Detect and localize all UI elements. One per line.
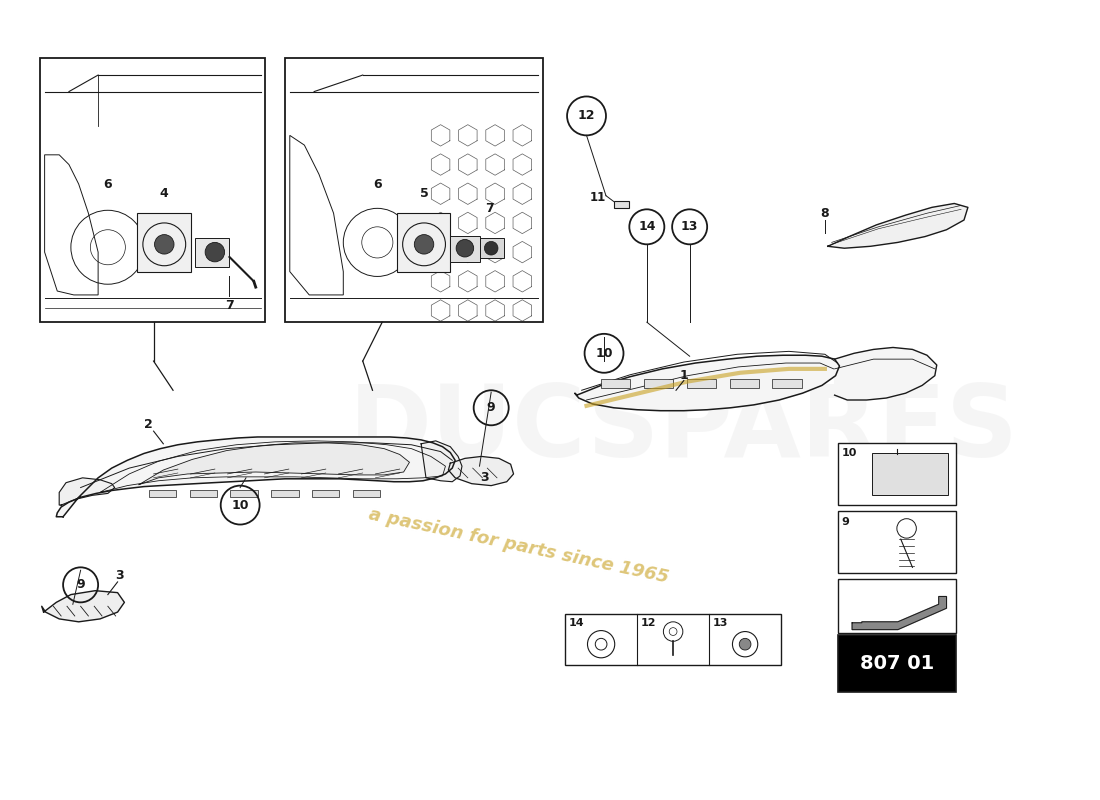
Circle shape bbox=[205, 242, 224, 262]
Bar bbox=[565, 614, 781, 665]
Text: 12: 12 bbox=[578, 110, 595, 122]
Bar bbox=[196, 238, 230, 266]
Text: 7: 7 bbox=[226, 299, 234, 312]
Text: 6: 6 bbox=[373, 178, 382, 190]
Text: 7: 7 bbox=[485, 202, 494, 215]
Text: a passion for parts since 1965: a passion for parts since 1965 bbox=[366, 506, 670, 586]
Bar bbox=[772, 378, 802, 388]
Bar bbox=[148, 490, 176, 498]
Polygon shape bbox=[449, 457, 514, 486]
Text: 2: 2 bbox=[144, 418, 153, 431]
Circle shape bbox=[739, 638, 751, 650]
Bar bbox=[353, 490, 381, 498]
Text: 1: 1 bbox=[680, 369, 689, 382]
Polygon shape bbox=[56, 437, 455, 517]
Text: 8: 8 bbox=[821, 206, 829, 220]
Bar bbox=[312, 490, 340, 498]
Polygon shape bbox=[835, 347, 937, 400]
Text: 10: 10 bbox=[595, 347, 613, 360]
Circle shape bbox=[415, 234, 433, 254]
Circle shape bbox=[484, 242, 498, 255]
Text: 4: 4 bbox=[160, 187, 168, 200]
Text: 12: 12 bbox=[641, 618, 657, 628]
Bar bbox=[480, 238, 504, 258]
Text: 9: 9 bbox=[76, 578, 85, 591]
Bar bbox=[837, 443, 956, 505]
Polygon shape bbox=[852, 597, 946, 630]
Text: 14: 14 bbox=[638, 220, 656, 234]
Bar bbox=[837, 579, 956, 634]
Polygon shape bbox=[575, 355, 839, 410]
Bar bbox=[837, 635, 956, 692]
Text: DUCSPARES: DUCSPARES bbox=[349, 381, 1019, 478]
Text: 9: 9 bbox=[487, 402, 495, 414]
Bar bbox=[285, 58, 542, 322]
Bar bbox=[729, 378, 759, 388]
Bar bbox=[40, 58, 265, 322]
Bar bbox=[397, 214, 450, 271]
Bar bbox=[614, 201, 629, 208]
Text: 11: 11 bbox=[590, 191, 606, 204]
Circle shape bbox=[456, 239, 474, 257]
Polygon shape bbox=[59, 478, 114, 505]
Bar bbox=[871, 453, 948, 495]
Bar bbox=[138, 214, 190, 271]
Text: 13: 13 bbox=[681, 220, 698, 234]
Bar bbox=[272, 490, 298, 498]
Bar bbox=[644, 378, 673, 388]
Bar bbox=[450, 235, 480, 262]
Text: 10: 10 bbox=[842, 449, 857, 458]
Circle shape bbox=[155, 234, 174, 254]
Text: 6: 6 bbox=[103, 178, 112, 190]
Text: 9: 9 bbox=[842, 517, 849, 526]
Bar bbox=[189, 490, 217, 498]
Bar bbox=[686, 378, 716, 388]
Bar bbox=[837, 511, 956, 573]
Polygon shape bbox=[139, 443, 409, 485]
Text: 3: 3 bbox=[116, 569, 124, 582]
Text: 807 01: 807 01 bbox=[860, 654, 934, 673]
Bar bbox=[230, 490, 257, 498]
Text: 14: 14 bbox=[569, 618, 584, 628]
Text: 10: 10 bbox=[231, 498, 249, 511]
Polygon shape bbox=[421, 441, 462, 482]
Text: 5: 5 bbox=[420, 187, 428, 200]
Bar bbox=[601, 378, 630, 388]
Text: 13: 13 bbox=[713, 618, 728, 628]
Polygon shape bbox=[828, 203, 968, 248]
Polygon shape bbox=[42, 590, 124, 622]
Text: 3: 3 bbox=[480, 471, 488, 484]
